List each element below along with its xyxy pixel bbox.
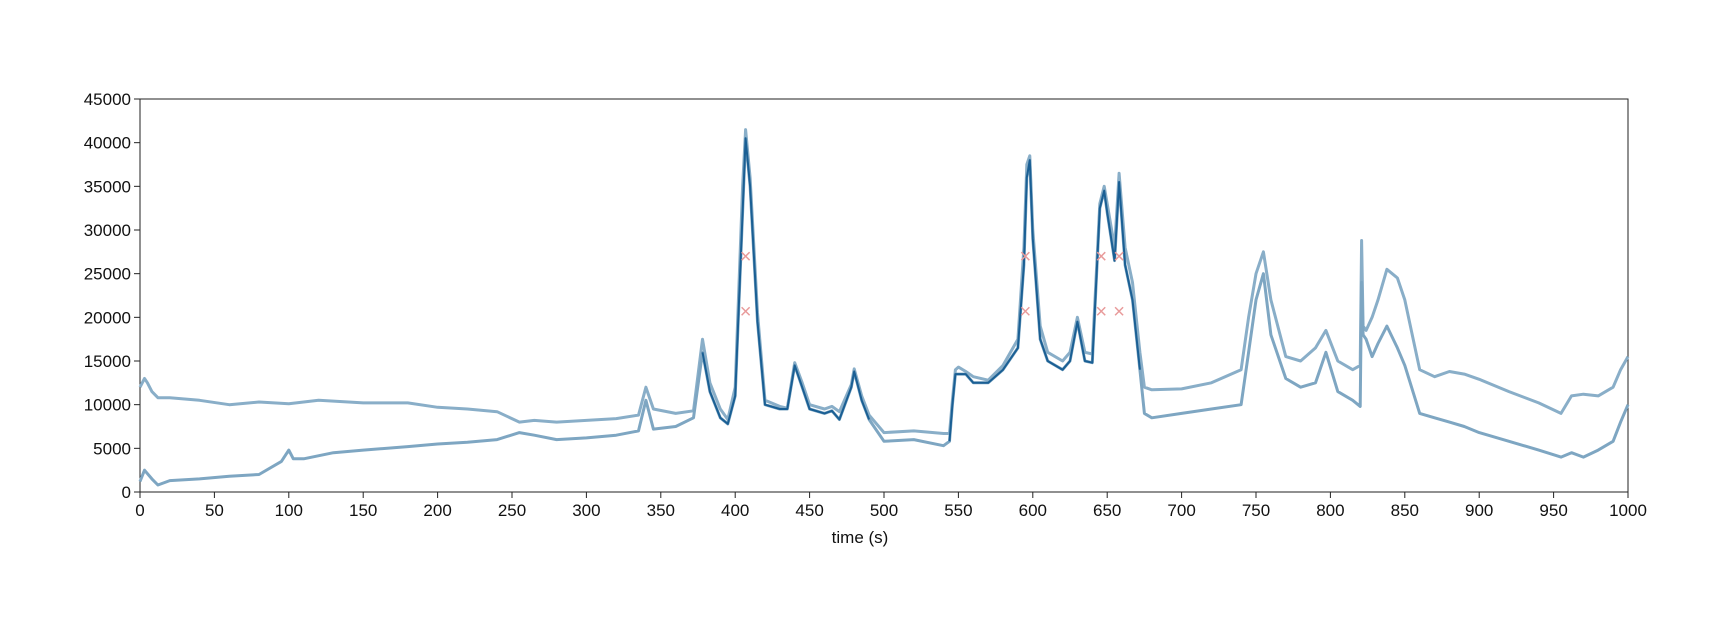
cross-marker bbox=[1020, 251, 1030, 261]
series-upper-line bbox=[138, 128, 1630, 435]
x-tick-label: 500 bbox=[870, 501, 898, 520]
x-tick-label: 450 bbox=[795, 501, 823, 520]
x-axis: 0 50 100 150 200 250 300 350 400 450 500 550 600 650 7… bbox=[135, 492, 1647, 520]
highlighted-segment bbox=[948, 159, 1141, 442]
x-axis-title: time (s) bbox=[832, 528, 889, 547]
x-tick-label: 350 bbox=[647, 501, 675, 520]
y-tick-label: 30000 bbox=[84, 221, 131, 240]
y-tick-label: 35000 bbox=[84, 177, 131, 196]
cross-marker bbox=[1114, 306, 1124, 316]
highlighted-segment bbox=[701, 137, 871, 425]
markers bbox=[741, 251, 1124, 316]
y-axis: 0 5000 10000 15000 20000 25000 30000 35000 40000… bbox=[84, 90, 140, 502]
x-tick-label: 300 bbox=[572, 501, 600, 520]
x-tick-label: 700 bbox=[1167, 501, 1195, 520]
x-tick-label: 400 bbox=[721, 501, 749, 520]
x-tick-label: 550 bbox=[944, 501, 972, 520]
y-tick-label: 10000 bbox=[84, 396, 131, 415]
x-tick-label: 0 bbox=[135, 501, 144, 520]
cross-marker bbox=[1020, 306, 1030, 316]
y-tick-label: 5000 bbox=[93, 439, 131, 458]
cross-marker bbox=[1114, 251, 1124, 261]
cross-marker bbox=[741, 251, 751, 261]
x-tick-label: 750 bbox=[1242, 501, 1270, 520]
y-tick-label: 45000 bbox=[84, 90, 131, 109]
x-tick-label: 600 bbox=[1019, 501, 1047, 520]
y-tick-label: 15000 bbox=[84, 352, 131, 371]
x-tick-label: 850 bbox=[1391, 501, 1419, 520]
x-tick-label: 1000 bbox=[1609, 501, 1647, 520]
x-tick-label: 50 bbox=[205, 501, 224, 520]
x-tick-label: 950 bbox=[1539, 501, 1567, 520]
y-tick-label: 25000 bbox=[84, 265, 131, 284]
y-tick-label: 40000 bbox=[84, 134, 131, 153]
cross-marker bbox=[741, 306, 751, 316]
x-tick-label: 800 bbox=[1316, 501, 1344, 520]
y-tick-label: 0 bbox=[122, 483, 131, 502]
cross-marker bbox=[1096, 306, 1106, 316]
x-tick-label: 250 bbox=[498, 501, 526, 520]
x-tick-label: 650 bbox=[1093, 501, 1121, 520]
x-tick-label: 150 bbox=[349, 501, 377, 520]
x-tick-label: 200 bbox=[423, 501, 451, 520]
x-tick-label: 100 bbox=[275, 501, 303, 520]
series-lines bbox=[138, 128, 1630, 487]
y-tick-label: 20000 bbox=[84, 308, 131, 327]
cross-marker bbox=[1096, 251, 1106, 261]
x-tick-label: 900 bbox=[1465, 501, 1493, 520]
